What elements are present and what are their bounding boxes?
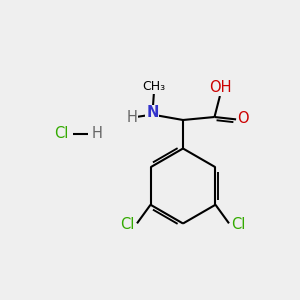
Text: CH₃: CH₃ [142, 80, 166, 93]
Text: Cl: Cl [54, 126, 69, 141]
Text: Cl: Cl [120, 217, 135, 232]
Text: H: H [127, 110, 137, 124]
Text: O: O [238, 111, 249, 126]
Text: N: N [146, 105, 159, 120]
Text: OH: OH [209, 80, 232, 95]
Text: Cl: Cl [231, 217, 246, 232]
Text: H: H [91, 126, 102, 141]
